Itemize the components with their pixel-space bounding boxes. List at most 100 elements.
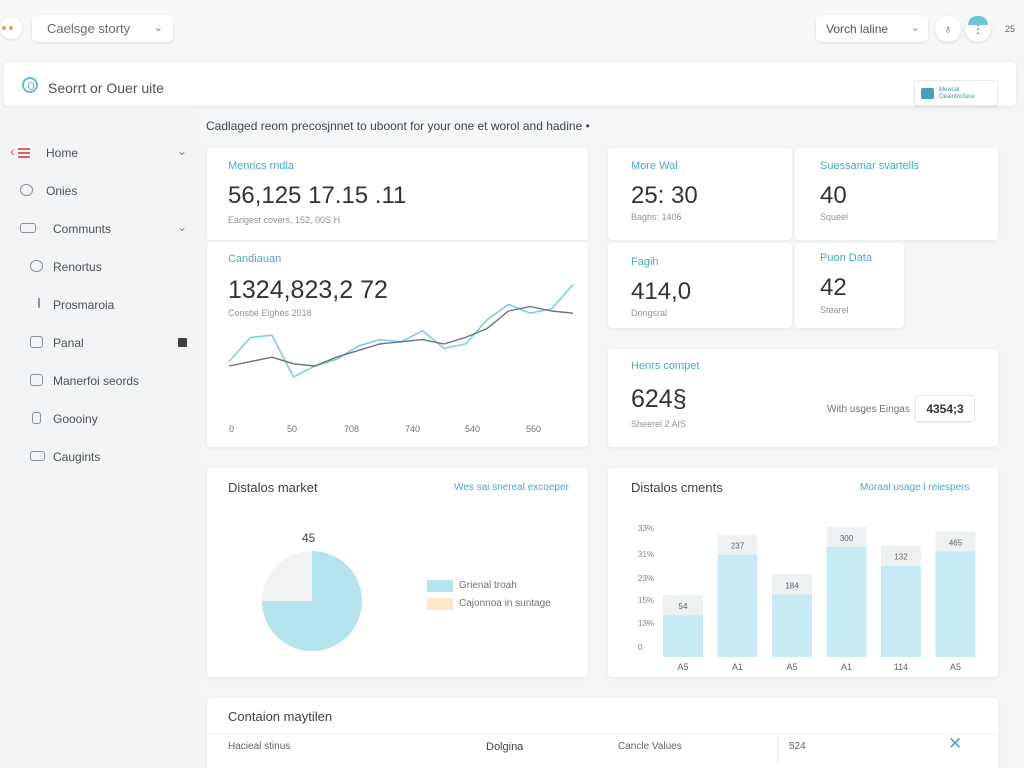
sidebar: ‹ Home ⌄ Onies Communts ⌄ Renortus Prosm… bbox=[0, 110, 198, 768]
legend-label: Cajonnoa in suntage bbox=[459, 598, 551, 609]
value-badge[interactable]: 4354;3 bbox=[915, 395, 975, 422]
metric-sub: Consbe Eighes 2018 bbox=[228, 308, 312, 318]
app-icon bbox=[921, 88, 934, 99]
clock-time: 25 bbox=[1005, 24, 1016, 34]
search-icon bbox=[22, 77, 38, 93]
user-avatar-icon[interactable]: ⋮ bbox=[965, 16, 991, 42]
close-icon[interactable]: ✕ bbox=[948, 734, 963, 753]
workspace-select[interactable]: Caelsge storty ⌄ bbox=[32, 15, 173, 42]
bar[interactable] bbox=[826, 547, 867, 657]
line-series-0 bbox=[228, 284, 574, 378]
x-tick-label: 540 bbox=[465, 424, 480, 434]
metric-sub: Stearel bbox=[820, 305, 849, 315]
metric-card-suessamar[interactable]: Suessamar svartells 40 Squeel bbox=[795, 148, 998, 240]
y-tick-label: 33% bbox=[638, 524, 654, 533]
search-bar[interactable]: Seorrt or Ouer uite Mewcal Oeaintocface bbox=[4, 62, 1016, 106]
view-select-label: Vorch laline bbox=[826, 22, 889, 36]
metric-card-menrics[interactable]: Menrics rndla 56,125 17.15 .11 Eangest c… bbox=[207, 148, 588, 240]
bar-chart: 33% 31% 23% 15% 13% 0 54 A5 237 A1 184 A5 300 A1 132 11… bbox=[638, 524, 976, 672]
legend-swatch bbox=[427, 598, 453, 610]
bar[interactable] bbox=[881, 565, 921, 657]
folder-icon bbox=[20, 223, 36, 233]
panel-link[interactable]: Wes sai snereal excoeper bbox=[454, 482, 569, 493]
top-bar: Caelsge storty ⌄ Vorch laline ⌄ ♁ ⋮ 25 bbox=[0, 0, 1024, 56]
metric-label: Puon Data bbox=[820, 252, 872, 264]
panel-title: Distalos cments bbox=[631, 480, 723, 495]
sidebar-item-renortus[interactable]: Renortus bbox=[0, 252, 198, 282]
chevron-left-icon: ‹ bbox=[10, 143, 15, 159]
promo-button[interactable]: Mewcal Oeaintocface bbox=[914, 80, 998, 106]
table-header[interactable]: Cancle Values bbox=[618, 741, 682, 752]
workspace-select-label: Caelsge storty bbox=[47, 21, 131, 36]
sidebar-item-panal[interactable]: Panal bbox=[0, 328, 198, 358]
bar[interactable] bbox=[663, 615, 703, 657]
sidebar-item-label: Prosmaroia bbox=[53, 298, 115, 312]
bar-value-label: 237 bbox=[731, 542, 745, 551]
bar[interactable] bbox=[772, 594, 812, 657]
bar-cap bbox=[935, 531, 976, 552]
metric-card-candiauan[interactable]: Candiauan 1324,823,2 72 Consbe Eighes 20… bbox=[207, 242, 588, 447]
view-select[interactable]: Vorch laline ⌄ bbox=[816, 15, 928, 42]
x-tick-label: 114 bbox=[894, 662, 908, 672]
table-panel: Contaion maytilen Hacieal stinus Dolgina… bbox=[207, 698, 998, 768]
pie-value-label: 45 bbox=[302, 531, 316, 545]
metric-sub: Sheerel 2 AIS bbox=[631, 419, 687, 429]
bar-cap bbox=[663, 595, 703, 616]
line-chart: 0 50 708 740 540 560 bbox=[228, 284, 574, 434]
menu-icon bbox=[12, 146, 30, 158]
phone-icon bbox=[32, 412, 41, 424]
table-header[interactable]: 524 bbox=[789, 741, 806, 752]
metric-card-more-wal[interactable]: More Wal 25: 30 Baghs: 1406 bbox=[608, 148, 792, 240]
sidebar-item-manerfoi[interactable]: Manerfoi seords bbox=[0, 366, 198, 396]
metric-value: 624§ bbox=[631, 385, 687, 413]
x-tick-label: 0 bbox=[229, 424, 234, 434]
table-header[interactable]: Hacieal stinus bbox=[228, 741, 291, 752]
bar-cap bbox=[881, 545, 921, 566]
metric-card-puon-data[interactable]: Puon Data 42 Stearel bbox=[795, 243, 904, 328]
chevron-down-icon: ⌄ bbox=[177, 220, 188, 234]
metric-label: Menrics rndla bbox=[228, 160, 295, 172]
pie-slice bbox=[262, 551, 312, 601]
sidebar-item-prosmaroia[interactable]: Prosmaroia bbox=[0, 290, 198, 320]
metric-sub: Dongsral bbox=[631, 308, 668, 318]
bar-panel: Distalos cments Moraal usage l reiespers… bbox=[608, 468, 998, 677]
line-series-1 bbox=[228, 305, 574, 367]
bar-cap bbox=[717, 534, 758, 555]
bar[interactable] bbox=[717, 554, 758, 657]
metric-label: Fagih bbox=[631, 256, 659, 268]
metric-label: Candiauan bbox=[228, 253, 282, 265]
chat-icon[interactable] bbox=[178, 338, 187, 347]
sidebar-item-communts[interactable]: Communts ⌄ bbox=[0, 214, 198, 244]
bar-value-label: 184 bbox=[785, 581, 799, 590]
sidebar-item-label: Onies bbox=[46, 184, 78, 198]
sidebar-item-label: Communts bbox=[53, 222, 112, 236]
y-tick-label: 13% bbox=[638, 619, 654, 628]
sidebar-item-onies[interactable]: Onies bbox=[0, 176, 198, 206]
table-header[interactable]: Dolgina bbox=[486, 741, 524, 753]
x-tick-label: 50 bbox=[287, 424, 297, 434]
metric-value: 56,125 17.15 .11 bbox=[228, 182, 407, 209]
x-tick-label: A1 bbox=[732, 662, 743, 672]
chevron-down-icon: ⌄ bbox=[177, 144, 188, 158]
divider-icon bbox=[38, 298, 40, 308]
sidebar-item-home[interactable]: ‹ Home ⌄ bbox=[0, 138, 198, 168]
y-tick-label: 0 bbox=[638, 643, 643, 652]
document-icon bbox=[30, 336, 43, 348]
bar-value-label: 54 bbox=[679, 602, 688, 611]
search-input[interactable]: Seorrt or Ouer uite bbox=[48, 80, 164, 96]
bell-icon[interactable]: ♁ bbox=[935, 16, 961, 42]
metric-card-fagih[interactable]: Fagih 414,0 Dongsral bbox=[608, 243, 792, 328]
page-subtitle: Cadlaged reom precosjnnet to uboont for … bbox=[206, 119, 590, 133]
panel-link[interactable]: Moraal usage l reiespers bbox=[860, 482, 970, 493]
bar-value-label: 465 bbox=[949, 538, 963, 547]
x-tick-label: A1 bbox=[841, 662, 852, 672]
y-tick-label: 23% bbox=[638, 574, 654, 583]
x-tick-label: 560 bbox=[526, 424, 541, 434]
sidebar-item-caugints[interactable]: Caugints bbox=[0, 442, 198, 472]
monitor-icon bbox=[30, 451, 45, 461]
bar[interactable] bbox=[935, 551, 976, 657]
app-logo-icon[interactable] bbox=[0, 17, 22, 39]
sidebar-item-goooiny[interactable]: Goooiny bbox=[0, 404, 198, 434]
x-tick-label: A5 bbox=[950, 662, 961, 672]
sidebar-item-label: Home bbox=[46, 146, 79, 160]
